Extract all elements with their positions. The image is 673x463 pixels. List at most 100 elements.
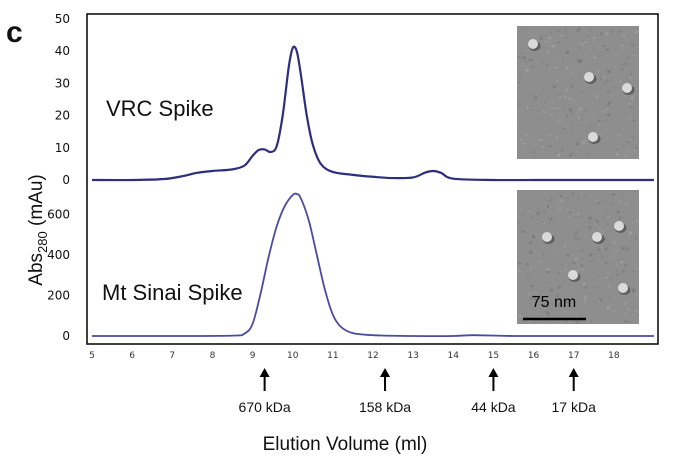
micrograph-noise — [625, 247, 629, 251]
micrograph-noise — [522, 215, 525, 218]
micrograph-noise — [530, 249, 533, 254]
micrograph-noise — [575, 112, 578, 116]
micrograph-noise — [537, 263, 541, 267]
micrograph-noise — [616, 273, 619, 277]
micrograph-noise — [562, 128, 565, 130]
micrograph-noise — [556, 113, 560, 116]
micrograph-vrc — [517, 26, 639, 159]
micrograph-noise — [606, 80, 610, 82]
micrograph-noise — [618, 30, 622, 32]
micrograph-noise — [520, 52, 523, 55]
micrograph-noise — [526, 133, 528, 137]
micrograph-noise — [517, 221, 520, 224]
micrograph-noise — [560, 309, 562, 312]
micrograph-noise — [544, 320, 548, 324]
micrograph-noise — [558, 53, 562, 56]
micrograph-noise — [598, 55, 602, 57]
micrograph-noise — [521, 67, 523, 71]
micrograph-noise — [580, 118, 583, 121]
micrograph-noise — [557, 116, 560, 119]
micrograph-noise — [627, 283, 631, 286]
micrograph-noise — [632, 54, 636, 57]
micrograph-noise — [547, 198, 550, 202]
micrograph-noise — [579, 59, 582, 63]
micrograph-noise — [554, 152, 557, 156]
micrograph-noise — [583, 295, 587, 299]
x-tick-label: 13 — [407, 351, 418, 361]
micrograph-noise — [560, 34, 563, 37]
micrograph-noise — [550, 128, 554, 133]
micrograph-noise — [548, 145, 552, 147]
particle — [568, 270, 578, 280]
micrograph-noise — [565, 36, 569, 39]
micrograph-noise — [578, 27, 581, 31]
micrograph-noise — [528, 58, 531, 62]
micrograph-noise — [591, 206, 595, 210]
micrograph-noise — [623, 294, 626, 296]
micrograph-noise — [540, 141, 542, 145]
micrograph-noise — [535, 276, 538, 279]
micrograph-noise — [577, 116, 581, 120]
micrograph-noise — [552, 84, 555, 87]
micrograph-noise — [518, 269, 521, 273]
micrograph-noise — [605, 119, 607, 123]
micrograph-noise — [596, 199, 599, 202]
micrograph-noise — [529, 241, 532, 245]
micrograph-noise — [551, 144, 555, 147]
micrograph-noise — [621, 246, 625, 250]
micrograph-noise — [597, 248, 601, 251]
micrograph-noise — [556, 294, 559, 297]
micrograph-noise — [558, 92, 561, 96]
x-tick-label: 11 — [327, 351, 338, 361]
micrograph-noise — [615, 269, 618, 272]
micrograph-noise — [580, 36, 584, 40]
micrograph-noise — [582, 282, 586, 286]
micrograph-noise — [623, 49, 626, 53]
micrograph-noise — [566, 197, 569, 199]
micrograph-noise — [525, 65, 527, 68]
micrograph-noise — [555, 70, 559, 74]
micrograph-noise — [610, 202, 614, 205]
micrograph-noise — [579, 116, 583, 119]
micrograph-noise — [616, 145, 620, 148]
micrograph-noise — [522, 138, 526, 141]
mw-marker: 44 kDa — [471, 368, 516, 415]
micrograph-noise — [525, 69, 529, 73]
micrograph-noise — [602, 110, 605, 113]
micrograph-noise — [632, 289, 636, 293]
micrograph-noise — [613, 254, 616, 258]
micrograph-noise — [569, 130, 573, 134]
micrograph-noise — [570, 84, 574, 89]
micrograph-noise — [530, 266, 532, 271]
micrograph-noise — [558, 302, 561, 306]
micrograph-noise — [576, 142, 579, 146]
micrograph-noise — [533, 297, 537, 301]
micrograph-noise — [619, 210, 622, 213]
micrograph-noise — [635, 293, 639, 297]
micrograph-noise — [556, 226, 559, 230]
micrograph-noise — [570, 112, 574, 116]
micrograph-noise — [605, 32, 609, 36]
micrograph-noise — [581, 62, 584, 65]
micrograph-noise — [586, 34, 590, 37]
micrograph-noise — [524, 306, 528, 310]
micrograph-noise — [545, 219, 548, 222]
micrograph-noise — [621, 269, 625, 273]
micrograph-noise — [627, 46, 631, 50]
micrograph-noise — [544, 100, 547, 104]
micrograph-noise — [634, 260, 637, 263]
micrograph-noise — [600, 78, 603, 80]
micrograph-noise — [631, 130, 634, 134]
micrograph-noise — [569, 108, 572, 112]
marker-arrow-head — [488, 368, 499, 377]
y-tick-label: 40 — [55, 44, 70, 58]
micrograph-noise — [542, 89, 546, 92]
micrograph-noise — [570, 72, 572, 75]
marker-label: 17 kDa — [552, 399, 597, 415]
panel-label: c — [6, 16, 23, 49]
micrograph-noise — [613, 309, 616, 312]
micrograph-noise — [632, 270, 635, 273]
micrograph-noise — [534, 94, 536, 98]
micrograph-noise — [520, 213, 524, 216]
micrograph-noise — [603, 45, 606, 48]
